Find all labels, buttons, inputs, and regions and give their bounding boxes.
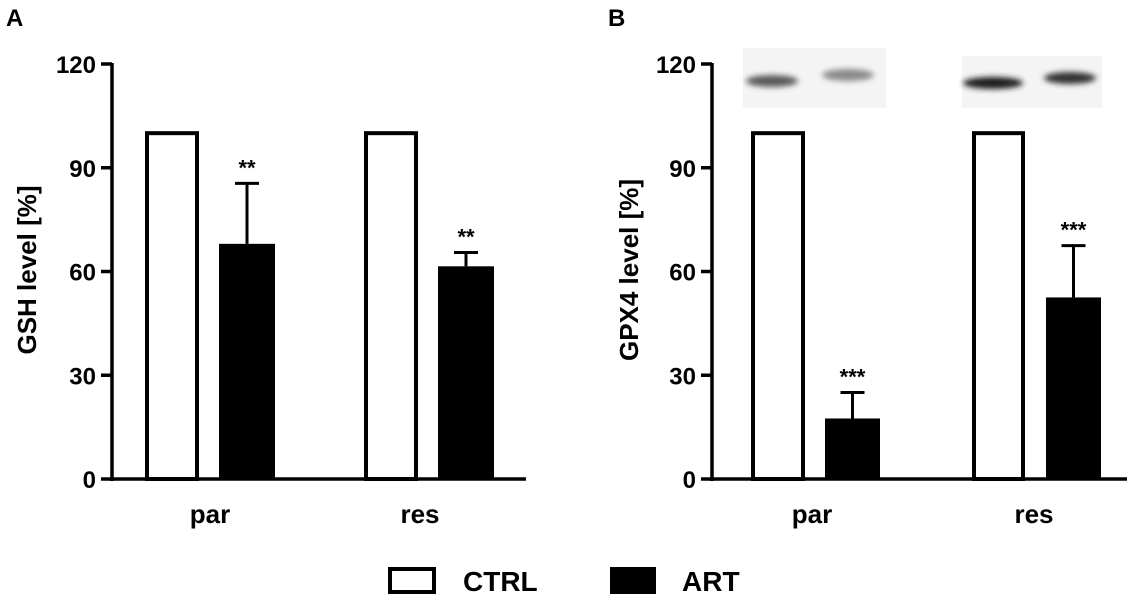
y-tick-label: 90: [69, 156, 96, 183]
bar-art-res: [438, 266, 494, 479]
bar-art-par: [219, 243, 275, 479]
plot-area-a: 0 30 60 90 120 ** ** par res: [56, 52, 526, 529]
y-axis-label-a: GSH level [%]: [12, 185, 42, 354]
plot-area-b: 0 30 60 90 120 *** *** par res: [656, 52, 1127, 529]
panel-label-b: B: [608, 5, 625, 32]
x-category-label: par: [792, 499, 832, 529]
x-category-label: res: [400, 499, 439, 529]
legend-swatch-ctrl: [388, 567, 436, 594]
panel-b: B GPX4 level [%] 0 30 60 90 120 *** *** par res: [608, 5, 1127, 529]
y-tick-label: 60: [69, 260, 96, 287]
western-blot-image: [743, 48, 1102, 108]
x-category-label: par: [190, 499, 230, 529]
legend: CTRL ART: [388, 566, 740, 594]
significance-label: ***: [840, 365, 866, 390]
y-axis-label-b: GPX4 level [%]: [614, 179, 644, 361]
y-tick-label: 0: [83, 467, 96, 494]
significance-label: **: [238, 155, 256, 180]
significance-label: ***: [1061, 218, 1087, 243]
y-tick-label: 30: [669, 363, 696, 390]
x-category-label: res: [1014, 499, 1053, 529]
bar-ctrl-res: [364, 131, 418, 482]
bar-art-res: [1046, 297, 1101, 479]
bar-ctrl-par: [751, 131, 805, 482]
y-tick-label: 120: [656, 52, 696, 79]
legend-label-art: ART: [682, 566, 740, 594]
bar-ctrl-par: [145, 131, 199, 482]
significance-label: **: [457, 224, 475, 249]
y-tick-label: 120: [56, 52, 96, 79]
legend-swatch-art: [610, 567, 656, 594]
legend-label-ctrl: CTRL: [463, 566, 538, 594]
y-tick-label: 30: [69, 363, 96, 390]
y-tick-label: 90: [669, 156, 696, 183]
panel-a: A GSH level [%] 0 30 60 90 120 ** ** par res: [6, 5, 526, 529]
blot-strip-par: [743, 48, 886, 108]
bar-art-par: [825, 418, 880, 479]
blot-strip-res: [962, 56, 1102, 108]
y-tick-label: 60: [669, 260, 696, 287]
bar-ctrl-res: [972, 131, 1025, 482]
panel-label-a: A: [6, 5, 23, 32]
y-tick-label: 0: [683, 467, 696, 494]
